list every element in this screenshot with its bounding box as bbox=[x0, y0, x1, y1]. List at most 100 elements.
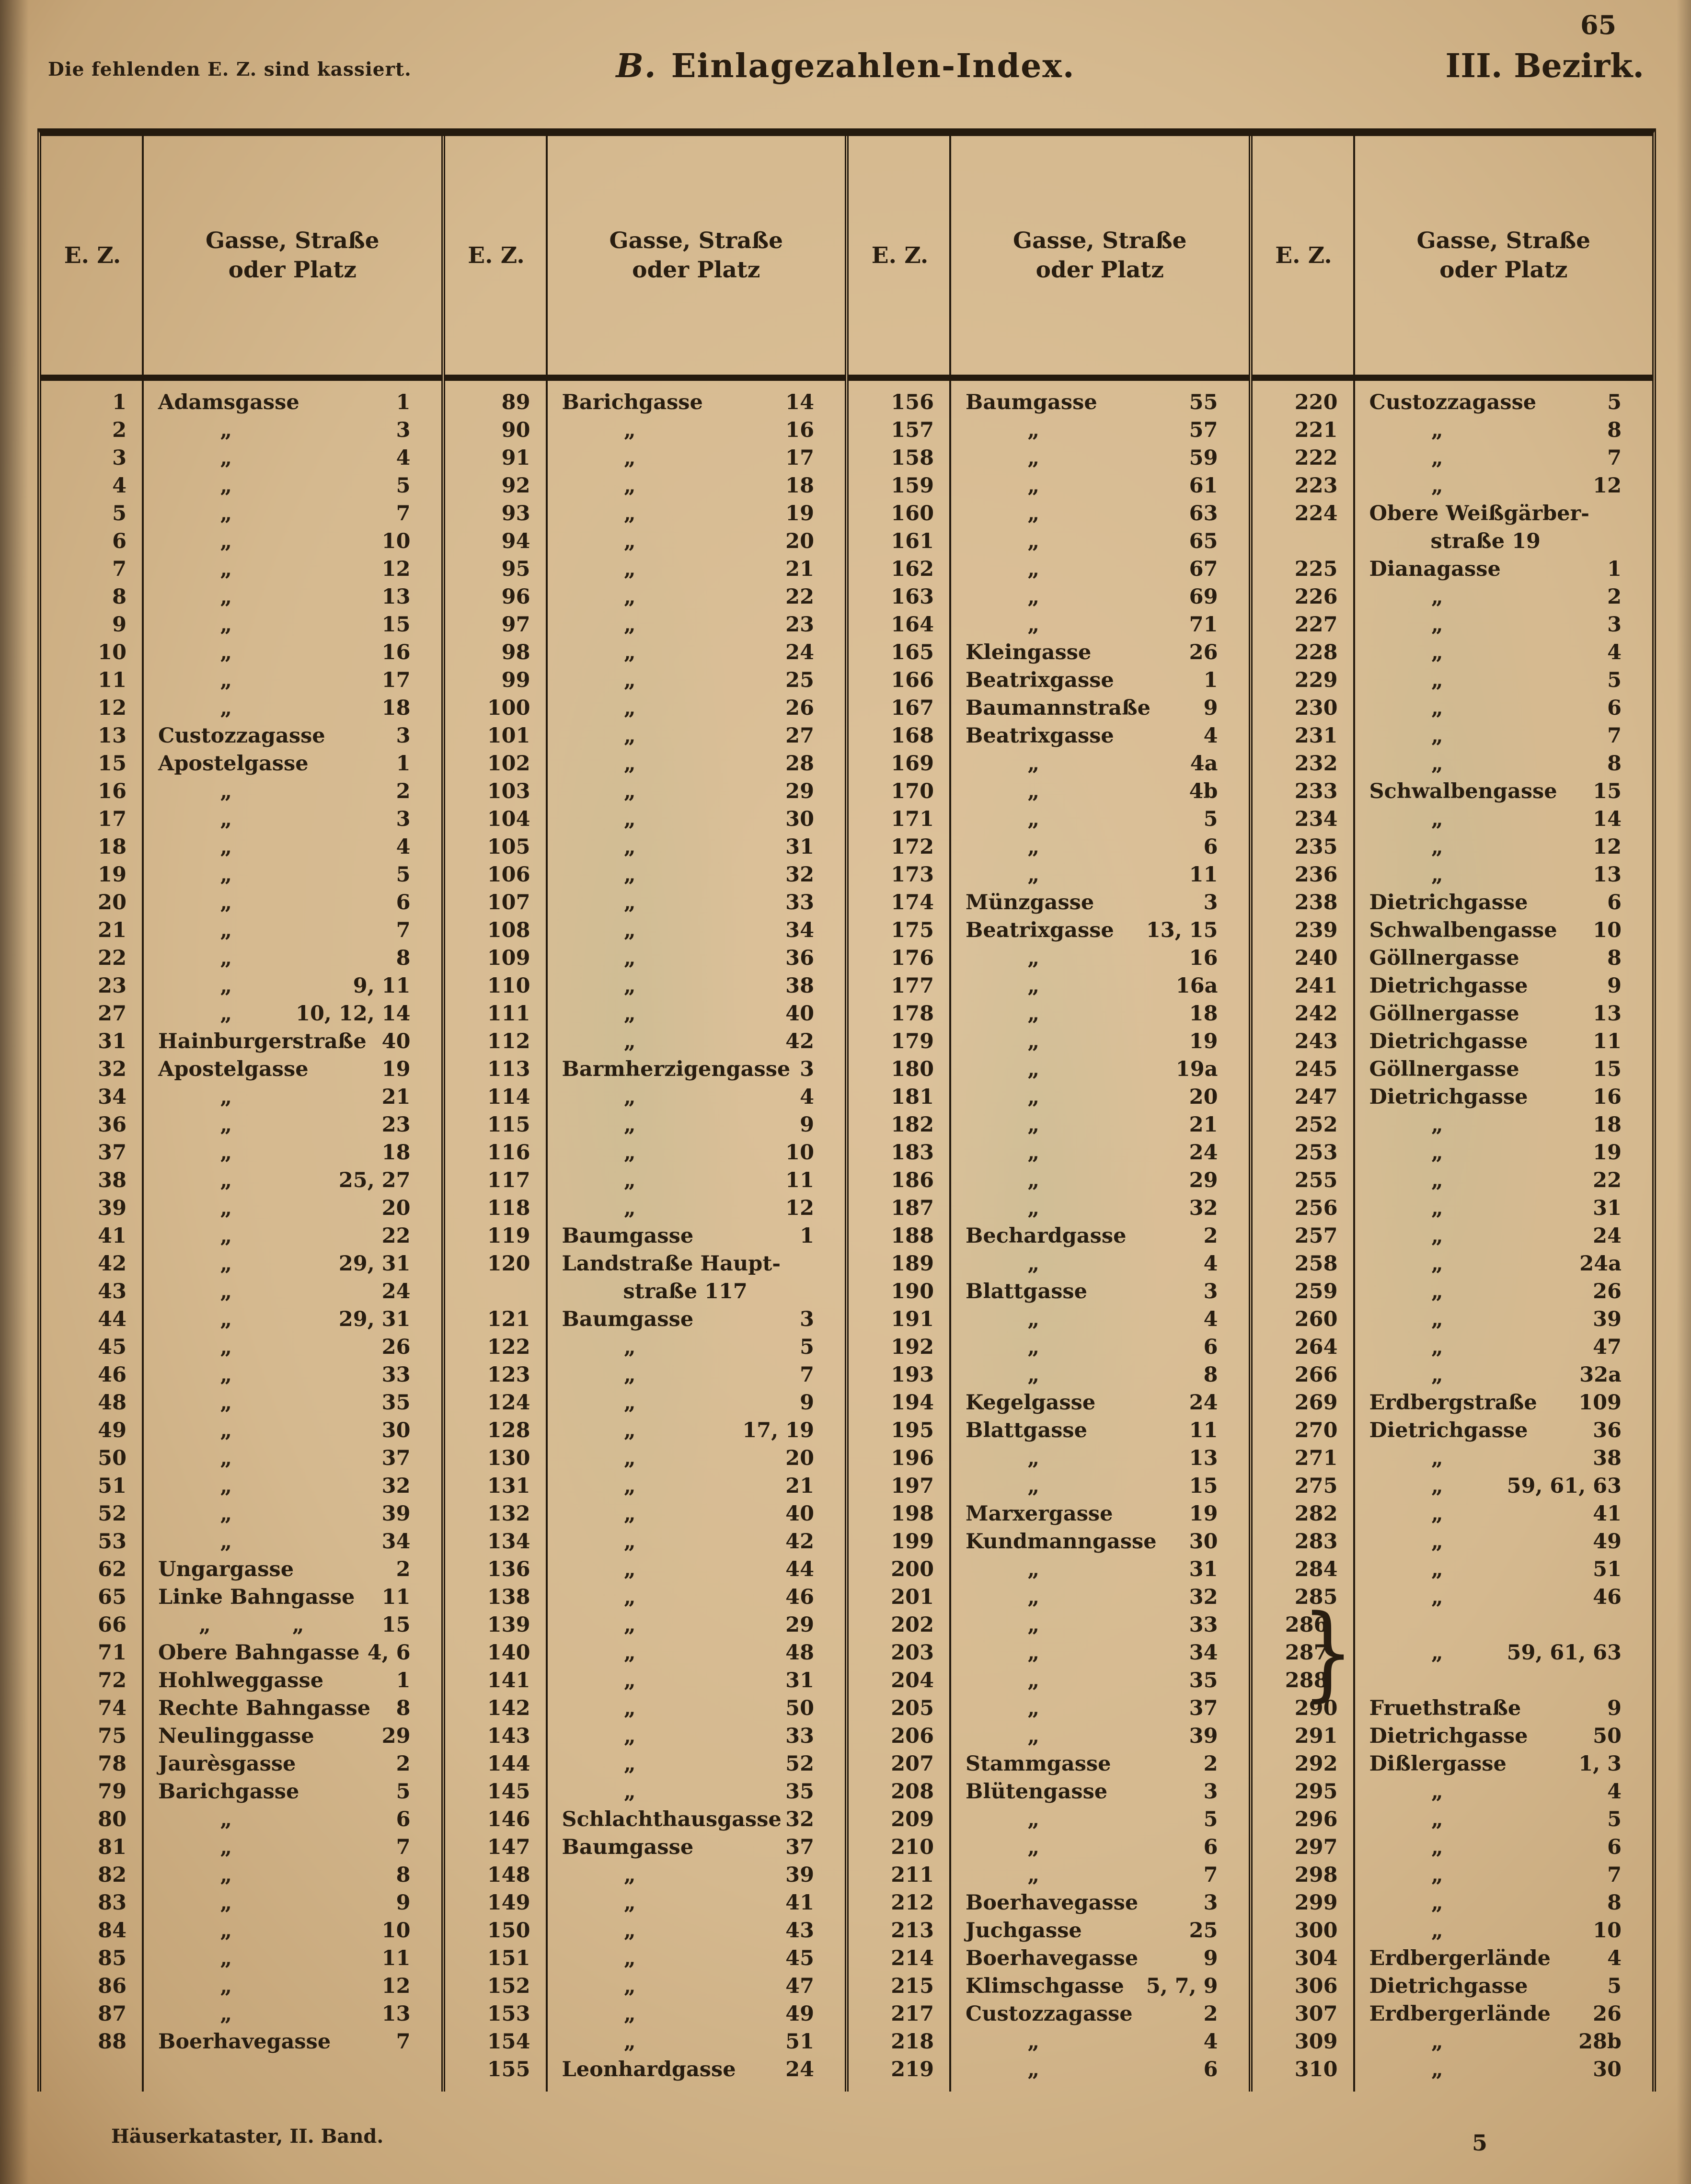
column-header: E. Z. Gasse, Straße oder Platz bbox=[849, 136, 1249, 381]
street-cell: „ 16 bbox=[548, 416, 845, 444]
ez-value: 36 bbox=[98, 1113, 127, 1137]
ez-value: 211 bbox=[891, 1863, 934, 1887]
street-name: Klimschgasse bbox=[966, 1974, 1124, 1998]
ez-value: 74 bbox=[98, 1696, 127, 1720]
ez-value: 188 bbox=[891, 1224, 934, 1248]
house-number: 13 bbox=[1593, 863, 1622, 887]
street-cell: „ 38 bbox=[548, 972, 845, 1000]
ditto-mark: „ bbox=[1431, 1780, 1443, 1804]
ditto-mark: „ bbox=[1027, 1363, 1040, 1387]
street-cell: „ 30 bbox=[144, 1417, 441, 1444]
house-number: 31 bbox=[1189, 1557, 1218, 1581]
ez-value: 98 bbox=[501, 640, 530, 664]
street-header-line2: oder Platz bbox=[632, 257, 760, 283]
table-row: 3 „ 4 bbox=[41, 444, 441, 472]
house-number: 26 bbox=[785, 696, 814, 720]
ditto-mark: „ bbox=[220, 2002, 232, 2026]
table-row: 206 „ 39 bbox=[849, 1722, 1249, 1750]
street-cell: Dietrichgasse 11 bbox=[1355, 1028, 1653, 1055]
ditto-mark: „ bbox=[623, 418, 636, 442]
ditto-mark: „ bbox=[623, 1696, 636, 1720]
table-row: 103 „ 29 bbox=[445, 778, 845, 805]
street-cell: „ 32 bbox=[144, 1472, 441, 1500]
street-cell: Apostelgasse 19 bbox=[144, 1055, 441, 1083]
street-cell: „ 39 bbox=[951, 1722, 1249, 1750]
table-row: 284 „ 51 bbox=[1253, 1555, 1653, 1583]
ez-value: 207 bbox=[891, 1752, 934, 1776]
ez-value: 4 bbox=[112, 474, 127, 498]
street-cell: „ 71 bbox=[951, 611, 1249, 639]
street-cell: „ 20 bbox=[548, 527, 845, 555]
street-cell: „ 25, 27 bbox=[144, 1166, 441, 1194]
table-row: 116 „ 10 bbox=[445, 1139, 845, 1166]
ez-value: 193 bbox=[891, 1363, 934, 1387]
table-row: 95 „ 21 bbox=[445, 555, 845, 583]
ditto-mark: „ bbox=[623, 974, 636, 998]
house-number: 3 bbox=[396, 807, 411, 831]
house-number: 19 bbox=[1593, 1141, 1622, 1165]
street-cell: „ 33 bbox=[548, 1722, 845, 1750]
street-name: Neulinggasse bbox=[158, 1724, 314, 1748]
ditto-mark: „ bbox=[1027, 807, 1040, 831]
table-row: 174 Münzgasse 3 bbox=[849, 889, 1249, 916]
street-name: Blütengasse bbox=[966, 1780, 1108, 1804]
house-number: 49 bbox=[785, 2002, 814, 2026]
street-cell: Klimschgasse 5, 7, 9 bbox=[951, 1972, 1249, 2000]
ez-value: 170 bbox=[891, 779, 934, 803]
ditto-mark: „ bbox=[1027, 779, 1040, 803]
ez-value: 140 bbox=[487, 1641, 530, 1665]
street-name: Boerhavegasse bbox=[158, 2030, 331, 2054]
street-cell: „ 46 bbox=[548, 1583, 845, 1611]
street-name: Dietrichgasse bbox=[1369, 891, 1528, 915]
table-row: 79 Barichgasse 5 bbox=[41, 1778, 441, 1806]
table-row: 101 „ 27 bbox=[445, 722, 845, 750]
ez-value: 78 bbox=[98, 1752, 127, 1776]
street-name: Göllnergasse bbox=[1369, 1002, 1519, 1026]
table-row: 151 „ 45 bbox=[445, 1944, 845, 1972]
house-number: 25, 27 bbox=[338, 1168, 411, 1192]
table-row: 199 Kundmanngasse 30 bbox=[849, 1528, 1249, 1555]
table-row: 22 „ 8 bbox=[41, 944, 441, 972]
ditto-mark: „ bbox=[1027, 1085, 1040, 1109]
house-number: 19 bbox=[1189, 1502, 1218, 1526]
ditto-mark: „ bbox=[1027, 946, 1040, 970]
table-row: 200 „ 31 bbox=[849, 1555, 1249, 1583]
street-header: Gasse, Straße oder Platz bbox=[951, 136, 1249, 375]
ditto-mark: „ bbox=[220, 1085, 232, 1109]
street-cell: Baumgasse 3 bbox=[548, 1305, 845, 1333]
table-row: 203 „ 34 bbox=[849, 1639, 1249, 1667]
ditto-mark: „ bbox=[623, 1557, 636, 1581]
street-cell: Boerhavegasse 9 bbox=[951, 1944, 1249, 1972]
house-number: 46 bbox=[1593, 1585, 1622, 1609]
house-number: 16 bbox=[381, 640, 411, 664]
ditto-mark: „ bbox=[220, 1502, 232, 1526]
ez-value: 131 bbox=[487, 1474, 530, 1498]
street-cell: „ 18 bbox=[144, 1139, 441, 1166]
street-cell: Custozzagasse 3 bbox=[144, 722, 441, 750]
street-cell: „ 18 bbox=[1355, 1111, 1653, 1139]
ez-value: 242 bbox=[1294, 1002, 1338, 1026]
house-number: 27 bbox=[785, 724, 814, 748]
house-number: 39 bbox=[1189, 1724, 1218, 1748]
table-row: 121 Baumgasse 3 bbox=[445, 1305, 845, 1333]
ditto-mark: „ bbox=[623, 557, 636, 581]
house-number: 39 bbox=[1593, 1307, 1622, 1331]
house-number: 36 bbox=[1593, 1418, 1622, 1442]
ez-value: 101 bbox=[487, 724, 530, 748]
street-cell: „ 22 bbox=[144, 1222, 441, 1250]
house-number: 7 bbox=[800, 1363, 814, 1387]
table-row: 109 „ 36 bbox=[445, 944, 845, 972]
ez-value: 234 bbox=[1294, 807, 1338, 831]
table-row: 193 „ 8 bbox=[849, 1361, 1249, 1389]
street-cell: „ 24a bbox=[1355, 1250, 1653, 1278]
street-name: Münzgasse bbox=[966, 891, 1094, 915]
ditto-mark: „ bbox=[1431, 1641, 1443, 1665]
page-title: B. Einlagezahlen-Index. bbox=[616, 47, 1075, 85]
house-number: 9 bbox=[800, 1113, 814, 1137]
ez-value: 282 bbox=[1294, 1502, 1338, 1526]
ditto-mark: „ bbox=[623, 640, 636, 664]
house-number: 1 bbox=[1607, 557, 1622, 581]
table-row: 164 „ 71 bbox=[849, 611, 1249, 639]
ditto-mark: „ bbox=[623, 1613, 636, 1637]
